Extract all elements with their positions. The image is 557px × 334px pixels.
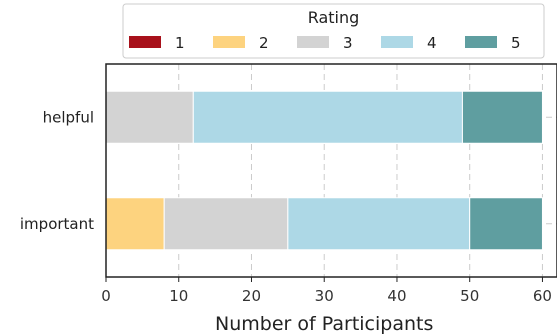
bar-segment-rating-5 <box>469 197 543 251</box>
legend-items: 1 2 3 4 5 <box>129 34 521 52</box>
legend-swatch-1 <box>129 36 161 48</box>
legend-swatch-3 <box>297 36 329 48</box>
y-axis-categories: helpful important <box>20 108 94 233</box>
x-tick-label: 40 <box>387 287 406 305</box>
x-tick-label: 20 <box>242 287 261 305</box>
legend-swatch-2 <box>213 36 245 48</box>
legend-label-3: 3 <box>343 34 353 52</box>
x-tick-label: 60 <box>533 287 552 305</box>
x-tick-label: 0 <box>101 287 111 305</box>
legend-label-1: 1 <box>175 34 185 52</box>
bar-segment-rating-4 <box>192 90 463 144</box>
legend-swatch-4 <box>381 36 413 48</box>
x-tick-label: 50 <box>460 287 479 305</box>
x-tick-label: 10 <box>169 287 188 305</box>
bar-segment-rating-3 <box>163 197 289 251</box>
y-category-label: important <box>20 215 94 233</box>
x-tick-label: 30 <box>315 287 334 305</box>
bars <box>105 90 543 251</box>
legend-swatch-5 <box>465 36 497 48</box>
bar-segment-rating-3 <box>105 90 194 144</box>
legend-label-2: 2 <box>259 34 269 52</box>
y-category-label: helpful <box>43 108 94 126</box>
x-axis-ticks: 0 10 20 30 40 50 60 <box>101 277 552 305</box>
legend-title: Rating <box>308 8 360 27</box>
plot-frame <box>105 63 557 278</box>
legend-label-5: 5 <box>511 34 521 52</box>
bar-segment-rating-5 <box>461 90 543 144</box>
x-axis-title: Number of Participants <box>215 313 433 334</box>
legend-label-4: 4 <box>427 34 437 52</box>
bar-segment-rating-4 <box>287 197 471 251</box>
legend: Rating 1 2 3 4 5 <box>122 3 545 59</box>
bar-segment-rating-2 <box>105 197 165 251</box>
